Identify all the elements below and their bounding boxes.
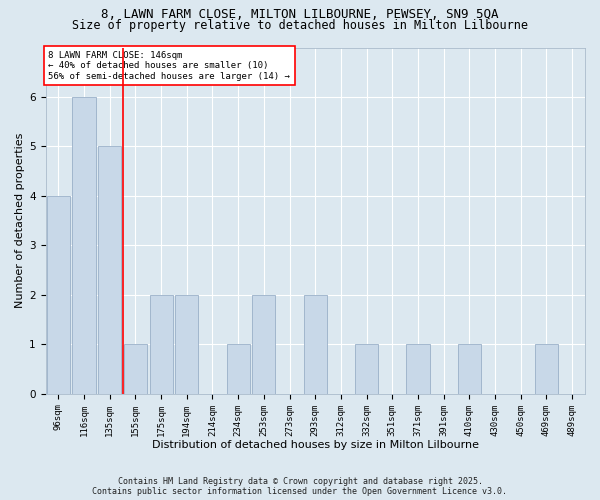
Bar	[355, 344, 378, 394]
Bar	[149, 295, 173, 394]
Bar	[458, 344, 481, 394]
Text: Size of property relative to detached houses in Milton Lilbourne: Size of property relative to detached ho…	[72, 18, 528, 32]
Bar	[175, 295, 199, 394]
Bar	[124, 344, 147, 394]
Bar	[73, 97, 95, 394]
Y-axis label: Number of detached properties: Number of detached properties	[15, 133, 25, 308]
Bar	[227, 344, 250, 394]
Bar	[98, 146, 121, 394]
Bar	[535, 344, 558, 394]
Bar	[47, 196, 70, 394]
X-axis label: Distribution of detached houses by size in Milton Lilbourne: Distribution of detached houses by size …	[152, 440, 479, 450]
Bar	[253, 295, 275, 394]
Bar	[304, 295, 327, 394]
Text: 8 LAWN FARM CLOSE: 146sqm
← 40% of detached houses are smaller (10)
56% of semi-: 8 LAWN FARM CLOSE: 146sqm ← 40% of detac…	[48, 51, 290, 81]
Text: Contains HM Land Registry data © Crown copyright and database right 2025.
Contai: Contains HM Land Registry data © Crown c…	[92, 476, 508, 496]
Bar	[406, 344, 430, 394]
Text: 8, LAWN FARM CLOSE, MILTON LILBOURNE, PEWSEY, SN9 5QA: 8, LAWN FARM CLOSE, MILTON LILBOURNE, PE…	[101, 8, 499, 20]
